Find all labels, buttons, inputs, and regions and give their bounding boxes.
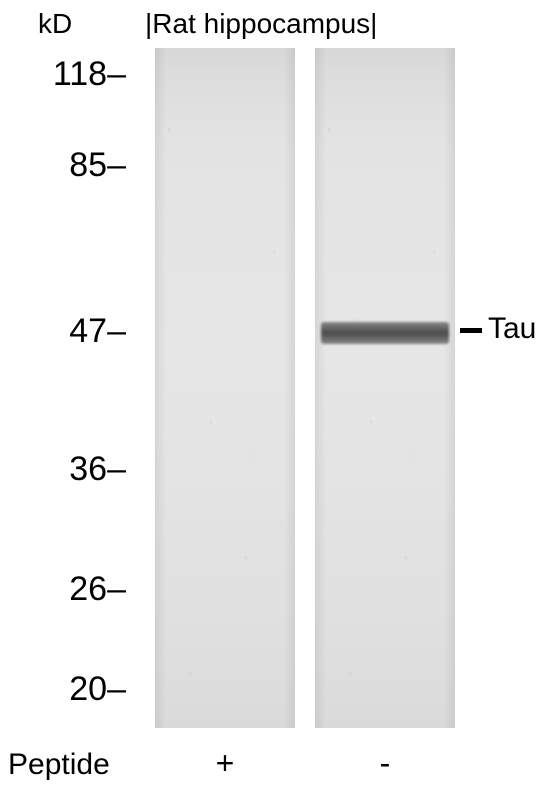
target-label: Tau	[488, 312, 536, 346]
tau-band	[321, 322, 449, 344]
peptide-condition-plus: +	[155, 745, 295, 782]
membrane-bg	[155, 48, 295, 728]
mw-marker-20: 20–	[69, 670, 126, 709]
mw-marker-36: 36–	[69, 450, 126, 489]
lane-peptide-plus	[155, 48, 295, 728]
peptide-row-label: Peptide	[8, 748, 110, 782]
membrane-bg	[315, 48, 455, 728]
peptide-condition-minus: -	[315, 745, 455, 782]
lane-area	[155, 48, 455, 728]
mw-marker-47: 47–	[69, 312, 126, 351]
mw-marker-26: 26–	[69, 570, 126, 609]
mw-marker-118: 118–	[53, 55, 126, 94]
lane-peptide-minus	[315, 48, 455, 728]
target-tick	[460, 328, 482, 333]
western-blot-figure: kD |Rat hippocampus| 118– 85– 47– 36– 26…	[0, 0, 538, 800]
sample-label: |Rat hippocampus|	[145, 8, 377, 40]
mw-marker-85: 85–	[69, 146, 126, 185]
kd-axis-label: kD	[38, 8, 72, 40]
